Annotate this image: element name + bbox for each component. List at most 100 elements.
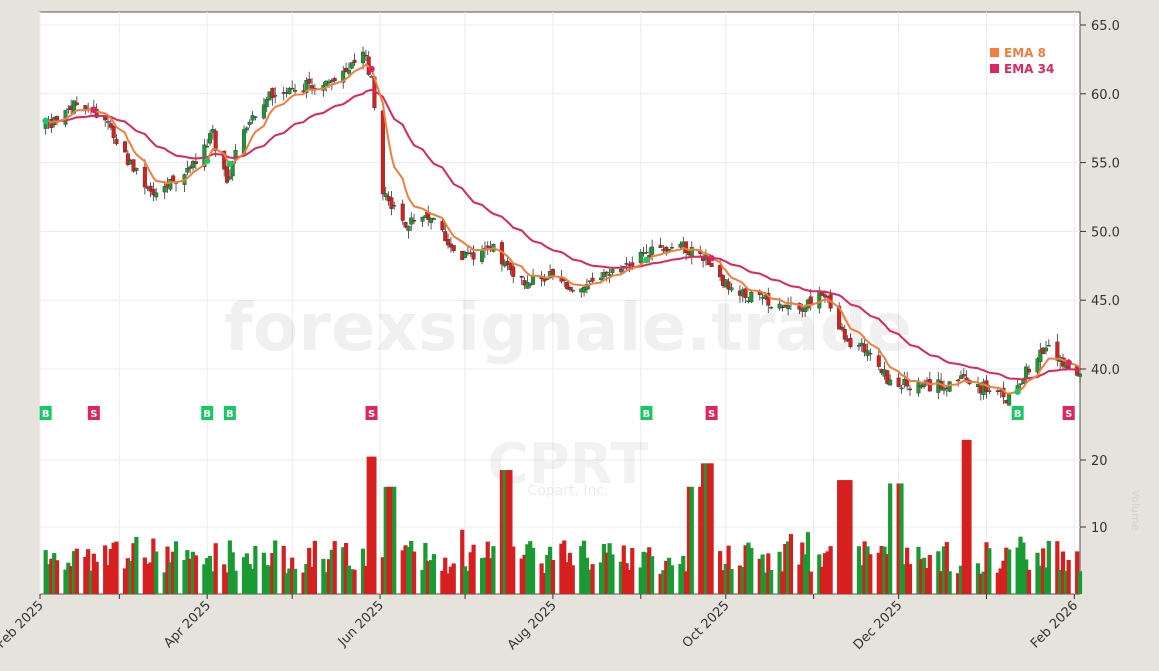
volume-bar <box>1015 547 1020 594</box>
candle-body <box>106 121 111 123</box>
sell-signal-marker <box>365 406 378 420</box>
candle-body <box>250 115 255 121</box>
candle-body <box>658 244 663 248</box>
volume-bar <box>171 551 176 594</box>
volume-bar <box>185 550 190 594</box>
volume-bar <box>1055 541 1060 594</box>
volume-watermark: Volume <box>1129 490 1142 531</box>
volume-bar <box>647 547 652 594</box>
buy-signal-marker <box>1011 406 1024 420</box>
volume-bar <box>788 534 794 594</box>
ema-cross-point <box>708 255 715 262</box>
candle-body <box>1024 366 1029 380</box>
volume-bar <box>1043 567 1049 594</box>
volume-bar <box>678 564 683 594</box>
candle-body <box>193 161 198 165</box>
candle-body <box>956 379 961 382</box>
legend-swatch-ema8 <box>990 48 999 57</box>
volume-bar <box>142 557 147 594</box>
candle-body <box>273 95 278 97</box>
candle-body <box>624 263 629 265</box>
volume-bar <box>879 545 884 594</box>
volume-bar <box>128 560 133 594</box>
volume-bar <box>94 561 99 594</box>
candle-body <box>638 251 643 264</box>
volume-bar <box>667 557 672 594</box>
volume-bar <box>380 557 385 594</box>
volume-bar <box>154 551 159 594</box>
candle-body <box>341 70 346 83</box>
candle-body <box>743 288 748 298</box>
price-tick-label: 65.0 <box>1091 19 1120 34</box>
candle-body <box>125 153 130 165</box>
volume-bar <box>1060 551 1066 594</box>
volume-bar <box>525 544 530 594</box>
volume-bar <box>43 550 48 594</box>
volume-bar <box>324 572 329 594</box>
volume-bar <box>369 456 374 594</box>
candle-body <box>363 54 368 57</box>
volume-bar <box>919 559 924 594</box>
candle-body <box>349 62 354 69</box>
buy-signal-marker <box>223 406 236 420</box>
volume-bar <box>746 542 751 594</box>
volume-bar <box>848 480 853 594</box>
volume-bar <box>763 572 768 594</box>
volume-bar <box>207 555 213 594</box>
candle-body <box>74 102 79 105</box>
volume-bar <box>131 543 136 594</box>
candle-body <box>244 127 249 131</box>
volume-bar <box>638 567 643 594</box>
candle-body <box>545 278 550 280</box>
plot-area <box>39 11 1081 595</box>
candle-body <box>590 277 595 282</box>
volume-bar <box>233 570 238 594</box>
volume-bar <box>431 554 436 594</box>
candle-body <box>868 352 873 355</box>
legend: EMA 8 EMA 34 <box>990 46 1054 76</box>
volume-bar <box>267 565 272 594</box>
candle-body <box>389 197 394 209</box>
candle-body <box>718 264 723 278</box>
volume-bar <box>924 568 930 594</box>
candle-body <box>383 193 388 197</box>
volume-bar <box>443 557 448 594</box>
volume-bar <box>224 572 230 594</box>
candle-body <box>599 277 604 280</box>
volume-bar <box>213 543 218 594</box>
price-tick-label: 50.0 <box>1091 225 1120 240</box>
buy-signal-marker <box>201 406 214 420</box>
candle-body <box>191 160 196 169</box>
volume-bar <box>343 542 349 594</box>
volume-bar <box>927 555 932 594</box>
candle-body <box>253 116 258 118</box>
candle-body <box>565 282 570 289</box>
volume-bar <box>998 568 1003 594</box>
volume-bar <box>383 486 388 594</box>
volume-bar <box>403 545 408 594</box>
candle-body <box>171 175 176 182</box>
volume-bar <box>122 568 128 594</box>
sell-signal-label: S <box>1065 409 1072 420</box>
candle-body <box>899 387 904 390</box>
candle-body <box>287 87 292 95</box>
candle-body <box>876 355 881 367</box>
candle-body <box>848 337 853 347</box>
volume-bar <box>1063 570 1068 594</box>
price-tick-label: 55.0 <box>1091 157 1120 172</box>
volume-bar <box>352 569 357 594</box>
volume-bar <box>859 565 864 594</box>
candle-body <box>618 269 623 273</box>
candle-body <box>392 205 397 207</box>
volume-bar <box>273 540 278 594</box>
candle-body <box>270 88 275 99</box>
volume-bar <box>227 540 232 594</box>
volume-bar <box>621 545 626 594</box>
candle-body <box>1007 394 1012 406</box>
volume-bar <box>542 573 547 594</box>
volume-bar <box>590 564 595 594</box>
volume-bar <box>550 559 556 594</box>
candle-body <box>786 305 791 310</box>
legend-swatch-ema34 <box>990 64 999 73</box>
volume-bar <box>907 564 913 594</box>
